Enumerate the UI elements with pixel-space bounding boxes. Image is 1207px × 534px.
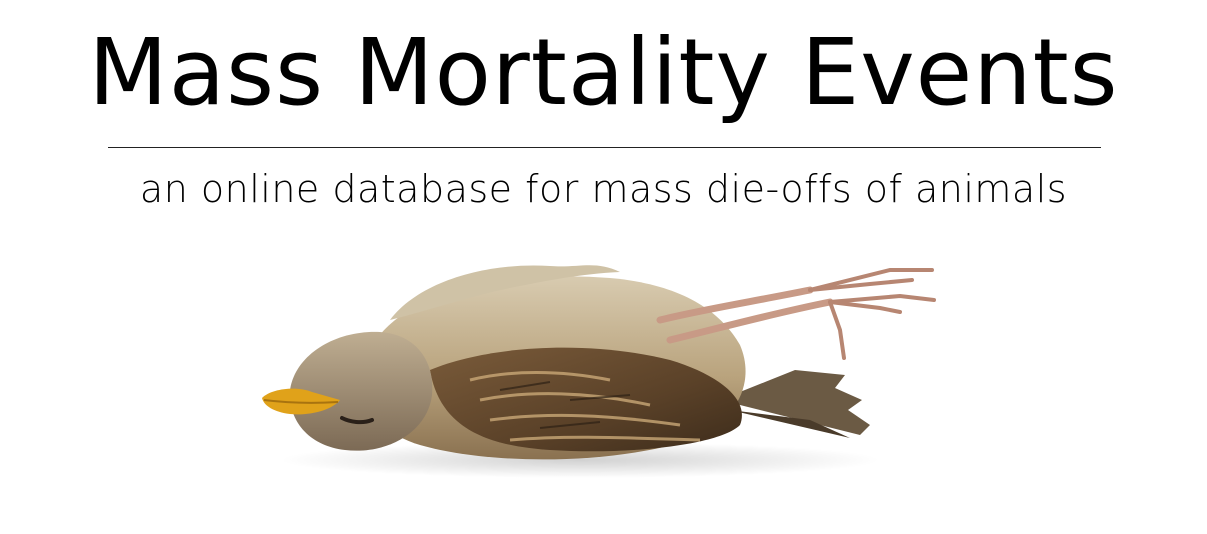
bird-eye (340, 416, 374, 425)
page-subtitle: an online database for mass die-offs of … (139, 167, 1068, 211)
bird-shadow (280, 442, 880, 478)
page-title: Mass Mortality Events (88, 19, 1119, 126)
bird-head (289, 331, 433, 451)
dead-bird-image (262, 265, 936, 478)
title-divider (108, 147, 1101, 148)
bird-beak (262, 388, 340, 415)
bird-tail (720, 370, 870, 435)
bird-legs (656, 286, 834, 344)
